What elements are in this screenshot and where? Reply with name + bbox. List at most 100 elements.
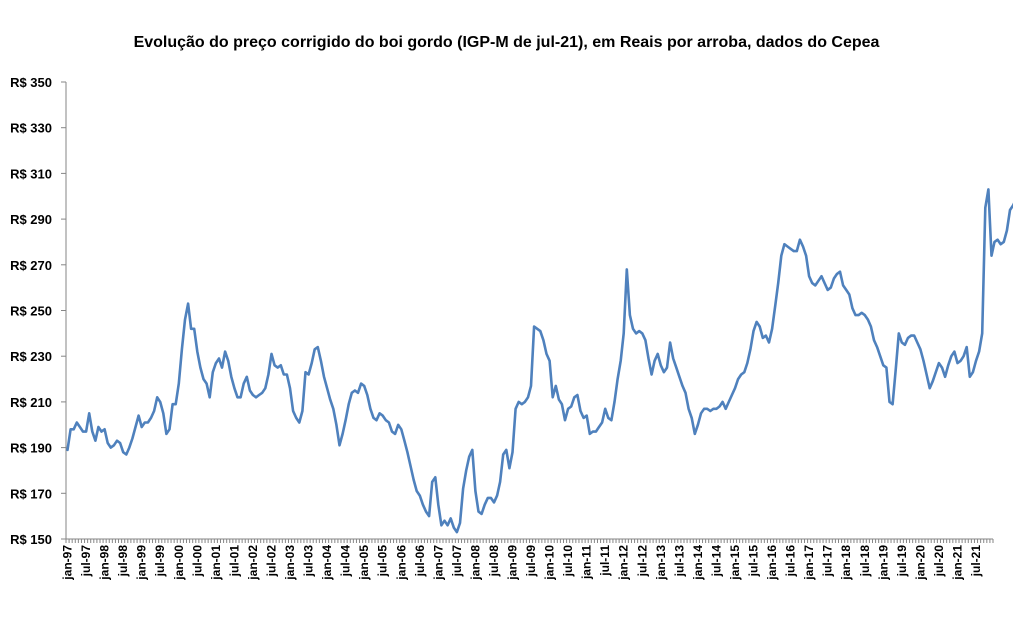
data-point: [629, 314, 631, 316]
data-point: [446, 524, 449, 527]
data-point: [295, 417, 298, 419]
data-point: [307, 373, 310, 376]
data-point: [681, 385, 684, 387]
data-point: [551, 396, 554, 399]
data-point: [477, 510, 480, 513]
data-point: [487, 497, 489, 499]
data-point: [854, 314, 857, 316]
data-point: [666, 366, 668, 369]
x-tick-label: jul-14: [709, 545, 723, 578]
data-point: [582, 417, 585, 419]
data-point: [524, 401, 526, 403]
data-point: [79, 426, 81, 428]
data-point: [919, 348, 922, 351]
data-point: [320, 360, 322, 362]
data-point: [663, 371, 665, 374]
x-tick-label: jan-02: [246, 545, 260, 581]
data-point: [953, 350, 956, 353]
data-point: [700, 412, 702, 415]
data-point: [341, 433, 344, 435]
data-point: [950, 355, 953, 358]
data-point: [626, 268, 628, 271]
data-point: [860, 312, 863, 314]
data-point: [647, 357, 650, 360]
data-point: [372, 417, 375, 419]
x-tick-label: jul-00: [190, 545, 204, 578]
data-point: [483, 503, 486, 506]
data-point: [400, 428, 403, 431]
data-point: [990, 254, 993, 257]
data-point: [301, 410, 304, 412]
data-point: [984, 206, 987, 209]
data-point: [694, 433, 696, 435]
data-point: [715, 408, 718, 410]
y-tick-label: R$ 150: [10, 532, 52, 547]
data-point: [122, 451, 124, 454]
x-tick-label: jan-00: [172, 545, 186, 581]
x-tick-label: jul-02: [264, 545, 278, 578]
data-point: [780, 254, 783, 257]
data-point: [867, 318, 869, 321]
data-point: [1006, 229, 1008, 232]
data-point: [864, 314, 866, 316]
data-point: [851, 307, 854, 310]
data-point: [449, 517, 452, 520]
data-point: [796, 250, 798, 252]
data-point: [935, 371, 937, 374]
x-tick-label: jul-21: [969, 545, 983, 578]
data-point: [635, 332, 637, 335]
data-point: [85, 430, 87, 433]
data-point: [156, 396, 158, 399]
x-tick-label: jan-16: [765, 545, 779, 581]
data-point: [724, 408, 727, 410]
x-tick-label: jan-09: [506, 545, 520, 581]
data-point: [150, 417, 152, 419]
data-point: [697, 424, 699, 426]
data-point: [956, 362, 959, 364]
data-point: [332, 408, 335, 410]
data-point: [595, 430, 597, 433]
data-point: [613, 401, 616, 403]
data-point: [746, 362, 749, 364]
data-point: [833, 277, 835, 280]
data-point: [712, 408, 715, 410]
data-point: [434, 476, 437, 479]
data-point: [758, 325, 761, 328]
data-point: [792, 250, 795, 252]
data-point: [184, 318, 186, 321]
data-point: [931, 380, 934, 383]
data-point: [755, 321, 758, 323]
data-point: [641, 332, 644, 335]
data-point: [289, 387, 291, 390]
data-point: [527, 396, 529, 399]
data-point: [687, 408, 690, 410]
x-tick-label: jul-20: [932, 545, 946, 578]
data-point: [638, 330, 640, 332]
x-tick-label: jan-99: [135, 545, 149, 581]
data-point: [898, 332, 900, 335]
data-point: [567, 408, 569, 410]
data-point: [82, 430, 84, 433]
data-point: [292, 410, 294, 412]
data-point: [465, 469, 468, 472]
data-point: [879, 355, 881, 358]
data-point: [468, 455, 471, 458]
data-point: [443, 519, 446, 522]
data-point: [91, 430, 94, 433]
data-point: [870, 325, 872, 328]
x-tick-label: jul-12: [635, 545, 649, 578]
data-point: [944, 376, 946, 378]
x-tick-label: jan-01: [209, 545, 223, 581]
data-point: [215, 362, 217, 364]
data-point: [230, 376, 233, 378]
x-tick-label: jan-07: [431, 545, 445, 581]
data-point: [514, 408, 517, 410]
data-point: [913, 334, 915, 337]
data-point: [378, 412, 381, 415]
data-point: [144, 421, 146, 424]
data-point: [106, 442, 109, 444]
data-point: [205, 382, 208, 385]
data-point: [119, 442, 121, 444]
data-point: [72, 428, 75, 431]
